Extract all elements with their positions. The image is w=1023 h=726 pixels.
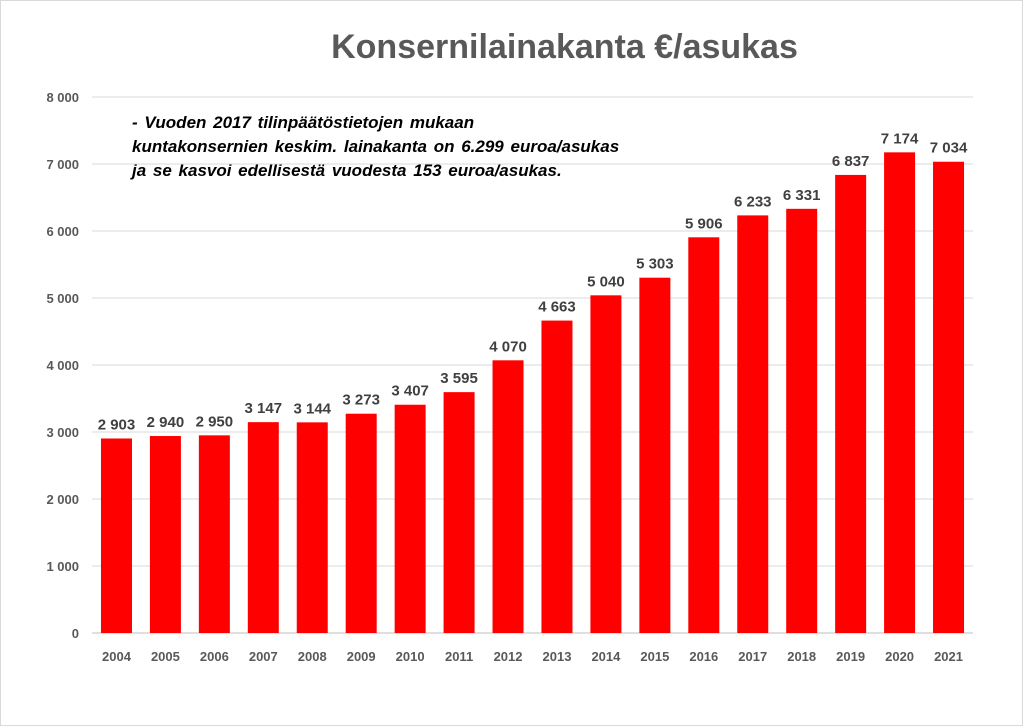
bar [247,422,279,633]
y-tick-label: 8 000 [46,90,79,105]
data-label: 3 407 [391,383,429,400]
y-tick-label: 6 000 [46,224,79,239]
y-tick-label: 4 000 [46,358,79,373]
data-label: 6 331 [783,187,821,204]
bar [149,436,181,633]
data-label: 7 174 [881,130,919,147]
data-label: 3 147 [245,400,283,417]
bar [884,152,916,634]
x-tick-label: 2007 [249,649,278,664]
x-tick-label: 2006 [200,649,229,664]
data-label: 4 070 [489,338,527,355]
x-tick-label: 2017 [738,649,767,664]
x-tick-label: 2012 [494,649,523,664]
chart-annotation: - Vuoden 2017 tilinpäätöstietojen mukaan… [132,111,732,183]
data-label: 2 903 [98,416,136,433]
bar [639,277,671,633]
data-label: 3 144 [293,400,331,417]
x-tick-label: 2018 [787,649,816,664]
data-label: 6 837 [832,153,870,170]
y-tick-label: 1 000 [46,559,79,574]
data-label: 6 233 [734,193,772,210]
data-label: 5 906 [685,215,723,232]
y-tick-label: 7 000 [46,157,79,172]
x-tick-label: 2008 [298,649,327,664]
bar [933,161,965,634]
annotation-line-1: - Vuoden 2017 tilinpäätöstietojen mukaan [132,113,475,132]
y-tick-label: 0 [72,626,79,641]
bar [737,215,769,633]
x-tick-label: 2015 [640,649,669,664]
data-label: 5 303 [636,256,674,273]
bar [835,174,867,633]
bar [786,208,818,633]
bar [443,392,475,633]
bar [100,438,132,633]
annotation-line-2: kuntakonsernien keskim. lainakanta on 6.… [132,137,620,156]
x-tick-label: 2009 [347,649,376,664]
data-label: 2 950 [196,413,234,430]
y-tick-label: 5 000 [46,291,79,306]
x-tick-label: 2005 [151,649,180,664]
bar [345,413,377,633]
x-tick-label: 2019 [836,649,865,664]
bar [296,422,328,633]
bar [198,435,230,633]
data-label: 3 273 [342,392,380,409]
x-tick-label: 2016 [689,649,718,664]
x-tick-label: 2010 [396,649,425,664]
bar [394,404,426,633]
x-tick-label: 2011 [445,649,473,664]
annotation-line-3: ja se kasvoi edellisestä vuodesta 153 eu… [132,161,562,180]
bar [688,237,720,633]
data-label: 2 940 [147,414,185,431]
x-tick-label: 2020 [885,649,914,664]
y-tick-label: 3 000 [46,425,79,440]
x-tick-label: 2004 [102,649,132,664]
x-tick-label: 2021 [934,649,963,664]
x-tick-label: 2013 [543,649,572,664]
x-tick-label: 2014 [591,649,621,664]
data-label: 3 595 [440,370,478,387]
data-label: 5 040 [587,273,625,290]
data-label: 4 663 [538,299,576,316]
data-label: 7 034 [930,140,968,157]
chart-title: Konsernilainakanta €/asukas [331,28,798,66]
bar [541,320,573,633]
bar [590,295,622,633]
bar [492,360,524,633]
y-tick-label: 2 000 [46,492,79,507]
